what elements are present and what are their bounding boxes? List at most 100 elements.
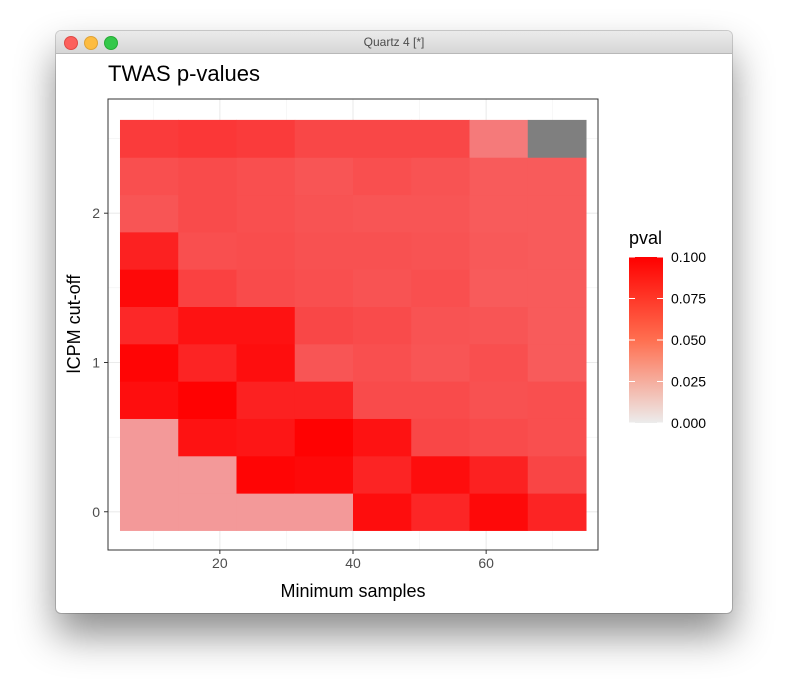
heatmap-tile (469, 157, 529, 196)
heatmap-tile (178, 194, 237, 233)
y-tick-label: 0 (92, 504, 100, 520)
heatmap-tile (294, 119, 354, 158)
heatmap-tile (353, 418, 412, 457)
heatmap-tile (527, 381, 587, 419)
heatmap-tile (353, 157, 412, 196)
heatmap-tile (236, 455, 296, 494)
heatmap-tile (178, 381, 237, 419)
heatmap-tile (527, 157, 587, 196)
heatmap-tile (119, 418, 179, 457)
heatmap-tile (178, 306, 237, 345)
y-axis-ticks: 0 1 2 (92, 205, 108, 520)
heatmap-tile (353, 269, 412, 308)
legend: pval 0.100 0.075 0.050 0.025 0.000 (629, 228, 706, 431)
heatmap-tile (469, 343, 529, 382)
heatmap-tile (527, 119, 587, 158)
heatmap-tile (119, 306, 179, 345)
heatmap-tile (236, 119, 296, 158)
heatmap-tile (119, 269, 179, 308)
heatmap-tile (119, 194, 179, 233)
heatmap-tile (353, 381, 412, 419)
heatmap-tile (294, 269, 354, 308)
y-tick-label: 1 (92, 354, 100, 370)
heatmap-tile (178, 157, 237, 196)
heatmap-tile (119, 343, 179, 382)
heatmap-tile (294, 231, 354, 270)
heatmap-tile (236, 306, 296, 345)
heatmap-tile (411, 381, 471, 419)
heatmap-tile (236, 231, 296, 270)
heatmap-tile (527, 269, 587, 308)
heatmap-tile (353, 231, 412, 270)
heatmap-tile (469, 119, 529, 158)
heatmap-tile (178, 493, 237, 531)
heatmap-tile (411, 231, 471, 270)
legend-tick-label: 0.050 (671, 332, 706, 348)
heatmap-chart: TWAS p-values 20 40 60 0 1 2 Minimum samples… (64, 61, 706, 601)
heatmap-tile (527, 493, 587, 531)
heatmap-tile (236, 493, 296, 531)
heatmap-tile (527, 194, 587, 233)
y-tick-label: 2 (92, 205, 100, 221)
heatmap-tile (178, 119, 237, 158)
legend-tick-label: 0.100 (671, 249, 706, 265)
minimize-window-button[interactable] (84, 36, 98, 50)
x-axis-title: Minimum samples (280, 581, 425, 601)
heatmap-tile (411, 194, 471, 233)
zoom-window-button[interactable] (104, 36, 118, 50)
heatmap-tile (294, 343, 354, 382)
heatmap-tiles (119, 119, 587, 531)
x-tick-label: 20 (212, 555, 228, 571)
heatmap-tile (119, 231, 179, 270)
title-bar[interactable]: Quartz 4 [*] (56, 31, 732, 54)
heatmap-tile (527, 343, 587, 382)
heatmap-tile (469, 194, 529, 233)
heatmap-tile (469, 306, 529, 345)
heatmap-tile (294, 157, 354, 196)
heatmap-tile (178, 455, 237, 494)
chart-title: TWAS p-values (108, 61, 260, 86)
heatmap-tile (119, 455, 179, 531)
heatmap-tile (411, 493, 471, 531)
legend-tick-label: 0.000 (671, 415, 706, 431)
heatmap-tile (236, 157, 296, 196)
y-axis-title: lCPM cut-off (64, 274, 84, 374)
heatmap-tile (353, 455, 412, 494)
heatmap-tile (469, 381, 529, 419)
x-tick-label: 40 (345, 555, 361, 571)
heatmap-tile (294, 306, 354, 345)
heatmap-tile (469, 269, 529, 308)
heatmap-tile (469, 231, 529, 270)
heatmap-tile (411, 418, 471, 457)
heatmap-tile (119, 157, 179, 196)
heatmap-tile (353, 306, 412, 345)
heatmap-tile (353, 493, 412, 531)
legend-title: pval (629, 228, 662, 248)
x-axis-ticks: 20 40 60 (212, 550, 494, 571)
heatmap-tile (178, 343, 237, 382)
heatmap-tile (353, 194, 412, 233)
heatmap-tile (236, 418, 296, 457)
heatmap-tile (294, 381, 354, 419)
heatmap-tile (411, 157, 471, 196)
heatmap-tile (411, 269, 471, 308)
heatmap-tile (236, 269, 296, 308)
close-window-button[interactable] (64, 36, 78, 50)
heatmap-tile (236, 194, 296, 233)
quartz-window: Quartz 4 [*] TWAS p-values 20 40 60 0 1 2 Mi… (56, 31, 732, 613)
heatmap-tile (178, 231, 237, 270)
heatmap-tile (353, 343, 412, 382)
heatmap-tile (411, 119, 471, 158)
heatmap-tile (294, 418, 354, 457)
heatmap-tile (119, 119, 179, 158)
heatmap-tile (236, 343, 296, 382)
heatmap-tile (294, 455, 354, 494)
heatmap-tile (119, 381, 179, 419)
heatmap-tile (411, 343, 471, 382)
heatmap-tile (411, 455, 471, 494)
heatmap-tile (527, 231, 587, 270)
heatmap-tile (236, 381, 296, 419)
heatmap-tile (294, 194, 354, 233)
heatmap-tile (527, 418, 587, 457)
heatmap-tile (469, 455, 529, 494)
